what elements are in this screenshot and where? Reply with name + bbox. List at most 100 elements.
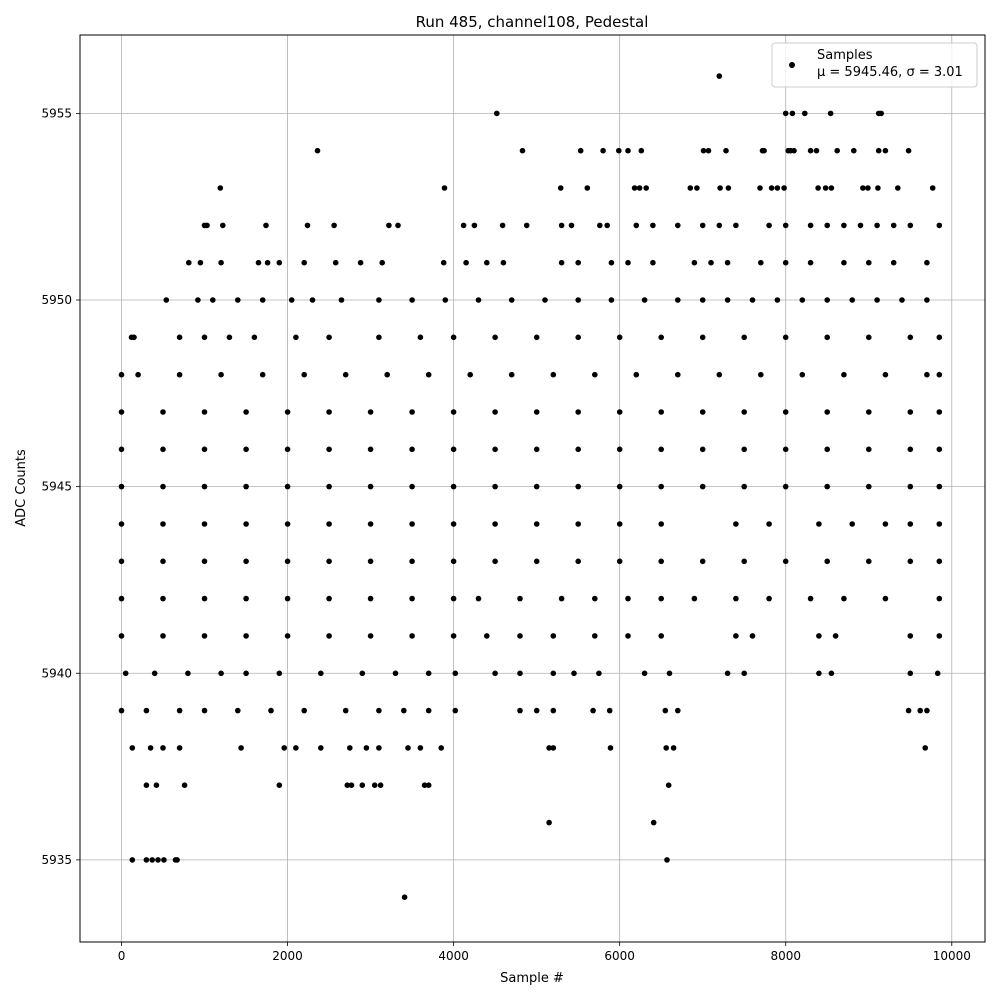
data-point — [641, 297, 648, 303]
data-point — [235, 297, 241, 303]
data-point — [131, 334, 137, 341]
data-point — [633, 371, 640, 378]
data-point — [907, 670, 914, 677]
plot-frame — [79, 34, 986, 943]
data-point — [243, 558, 249, 565]
data-point — [607, 745, 614, 751]
data-point — [757, 185, 763, 191]
data-point — [699, 558, 706, 565]
data-point — [616, 334, 623, 341]
data-point — [326, 558, 332, 565]
data-point — [160, 558, 166, 565]
data-point — [616, 558, 623, 565]
data-point — [186, 259, 192, 266]
data-point — [301, 707, 308, 714]
data-point — [816, 670, 822, 677]
data-point — [866, 259, 872, 266]
data-point — [440, 259, 447, 266]
data-point — [700, 147, 707, 154]
data-point — [816, 521, 822, 527]
data-point — [226, 334, 233, 341]
data-point — [768, 185, 775, 191]
data-point — [766, 521, 772, 527]
data-point — [201, 558, 208, 565]
data-point — [832, 633, 839, 639]
data-point — [546, 819, 552, 826]
data-point — [922, 745, 928, 751]
data-point — [185, 670, 191, 677]
data-point — [899, 297, 905, 303]
data-point — [195, 297, 201, 303]
data-point — [409, 633, 415, 639]
data-point — [118, 595, 125, 602]
x-tick-label: 0 — [118, 949, 126, 963]
data-point — [318, 745, 324, 751]
data-point — [875, 147, 882, 154]
data-point — [460, 222, 467, 229]
data-point — [243, 670, 249, 677]
data-point — [367, 446, 374, 453]
data-point — [284, 521, 291, 527]
data-point — [499, 222, 506, 229]
data-point — [575, 483, 581, 490]
data-point — [376, 297, 382, 303]
data-point — [664, 857, 670, 863]
data-point — [608, 259, 615, 266]
data-point — [658, 595, 664, 602]
data-point — [575, 558, 581, 565]
data-point — [367, 409, 374, 415]
data-point — [663, 745, 669, 751]
data-point — [376, 745, 382, 751]
data-point — [276, 782, 283, 788]
data-point — [907, 633, 914, 639]
data-point — [699, 409, 706, 415]
data-point — [875, 185, 881, 191]
data-point — [936, 595, 943, 602]
data-point — [367, 521, 374, 527]
legend-label: Samples — [817, 48, 873, 63]
data-point — [851, 147, 857, 154]
data-point — [243, 446, 249, 453]
data-point — [371, 782, 378, 788]
data-point — [284, 633, 291, 639]
data-point — [523, 222, 530, 229]
data-point — [342, 371, 349, 378]
data-point — [129, 857, 136, 863]
data-point — [338, 297, 345, 303]
data-point — [625, 633, 631, 639]
data-point — [758, 259, 764, 266]
data-point — [865, 185, 871, 191]
data-point — [442, 297, 449, 303]
data-point — [575, 334, 581, 341]
data-point — [542, 297, 548, 303]
data-point — [238, 745, 244, 751]
data-point — [936, 633, 943, 639]
data-point — [691, 595, 698, 602]
data-point — [604, 222, 610, 229]
data-point — [243, 409, 249, 415]
data-point — [533, 446, 540, 453]
data-point — [741, 483, 747, 490]
data-point — [304, 222, 311, 229]
data-point — [849, 521, 855, 527]
data-point — [500, 259, 507, 266]
data-point — [905, 707, 912, 714]
data-point — [616, 409, 623, 415]
data-point — [264, 259, 271, 266]
data-point — [575, 259, 581, 266]
data-point — [276, 670, 283, 677]
data-point — [860, 185, 866, 191]
data-point — [347, 745, 353, 751]
data-point — [160, 595, 166, 602]
x-axis-title: Sample # — [500, 971, 564, 986]
data-point — [118, 558, 125, 565]
data-point — [633, 222, 640, 229]
data-point — [281, 745, 288, 751]
data-point — [288, 297, 295, 303]
data-point — [658, 521, 664, 527]
data-point — [401, 894, 408, 900]
data-point — [263, 222, 269, 229]
data-point — [268, 707, 274, 714]
data-point — [643, 185, 649, 191]
data-point — [882, 147, 889, 154]
